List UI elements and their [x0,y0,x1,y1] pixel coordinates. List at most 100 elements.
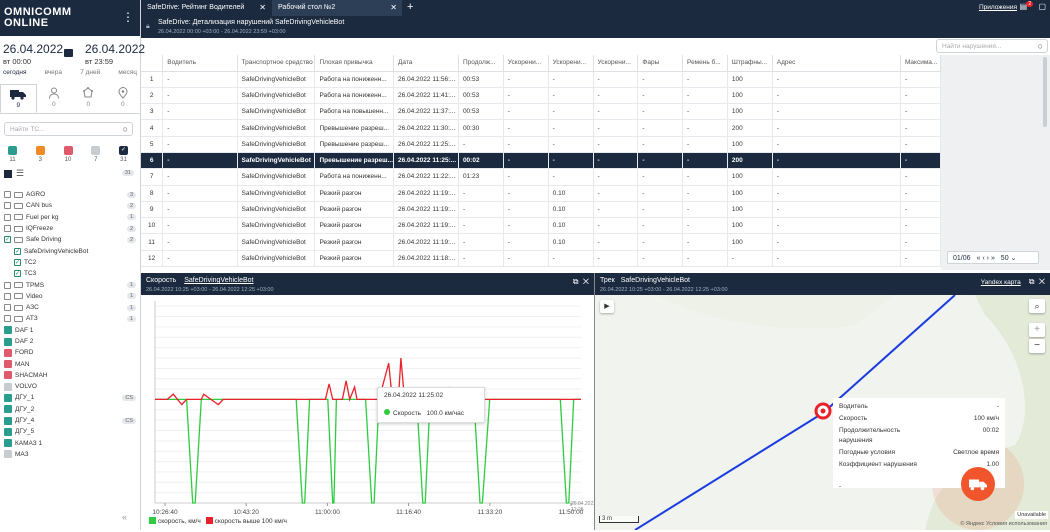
checkbox[interactable] [4,304,11,312]
close-icon[interactable]: ✕ [259,3,266,12]
apps-link[interactable]: Приложения [978,4,1017,11]
checkbox[interactable]: ✓ [4,236,11,244]
tree-item[interactable]: Fuel per kg 1 [4,212,136,223]
color-filter-orange[interactable]: 3 [35,146,45,163]
calendar-icon[interactable] [64,49,73,57]
tab-drivers[interactable]: 0 [37,84,72,113]
prev-page-icon[interactable]: ‹ [982,255,985,262]
tab-vehicles[interactable]: 9 [0,84,37,113]
tree-item[interactable]: ✓ TC3 [4,268,136,279]
tree-item[interactable]: ДГУ_2 [4,404,136,415]
period-7days[interactable]: 7 дней [80,69,101,76]
table-row[interactable]: 2- SafeDrivingVehicleBot Работа на понижен… [141,87,941,105]
last-page-icon[interactable]: » [990,255,995,262]
tree-item[interactable]: VOLVO [4,381,136,392]
date-from[interactable]: 26.04.2022 вт 00:00 [3,42,63,66]
expand-icon[interactable]: ⧉ [1028,277,1035,286]
tree-item[interactable]: КАМАЗ 1 [4,438,136,449]
tree-item[interactable]: Video 1 [4,291,136,302]
track-map[interactable]: ▶ ⌕ + − Водитель - Скорость 100 км/ч Продолж… [595,295,1050,530]
column-header[interactable]: Максима... [900,55,941,72]
tree-item[interactable]: MAN [4,358,136,369]
checkbox[interactable]: ✓ [14,247,21,255]
tab-locations[interactable]: 0 [106,84,141,113]
play-icon[interactable]: ▶ [600,300,614,313]
color-filter-all[interactable]: ✓ 31 [119,146,128,163]
tree-item[interactable]: ✓ Safe Driving 2 [4,234,136,245]
map-terms-link[interactable]: © Яндекс Условия использования [960,521,1047,527]
notifications-icon[interactable]: ▤ [1019,2,1028,11]
checkbox[interactable] [4,292,11,300]
tree-item[interactable]: FORD [4,347,136,358]
column-header[interactable]: Ремень б... [682,55,728,72]
column-header[interactable]: Штрафны... [727,55,773,72]
column-header[interactable]: Ускорени... [503,55,549,72]
close-icon[interactable]: ✕ [582,277,589,286]
table-row[interactable]: 3- SafeDrivingVehicleBot Работа на повышен… [141,103,941,121]
table-row[interactable]: 6- SafeDrivingVehicleBot Превышение разреш… [141,152,941,170]
tree-item[interactable]: ✓ TC2 [4,257,136,268]
column-header[interactable]: Адрес [772,55,901,72]
close-icon[interactable]: ✕ [390,3,397,12]
table-row[interactable]: 1- SafeDrivingVehicleBot Работа на понижен… [141,71,941,88]
tree-item[interactable]: TPMS 1 [4,279,136,290]
map-provider-link[interactable]: Yandex карта [980,279,1021,286]
tree-item[interactable]: ДГУ_4 CS [4,415,136,426]
column-header[interactable]: Ускорени... [593,55,639,72]
checkbox[interactable] [4,281,11,289]
checkbox[interactable] [4,315,11,323]
checkbox[interactable] [4,202,11,210]
tab-desktop-2[interactable]: Рабочий стол №2 ✕ [272,0,402,16]
tree-item[interactable]: МАЗ [4,449,136,460]
checkbox[interactable] [4,191,11,199]
date-to[interactable]: 26.04.2022 вт 23:59 [85,42,145,66]
column-header[interactable]: Транспортное средство [237,55,316,72]
column-header[interactable]: Водитель [162,55,238,72]
column-header[interactable]: Фары [637,55,684,72]
zoom-out-icon[interactable]: − [1029,339,1045,353]
table-row[interactable]: 4- SafeDrivingVehicleBot Превышение разреш… [141,119,941,137]
speed-chart[interactable]: 10:26:40 10:43:20 11:00:00 11:16:40 11:33:20… [141,295,594,530]
table-row[interactable]: 7- SafeDrivingVehicleBot Работа на понижен… [141,168,941,186]
violations-search-input[interactable]: Найти нарушения... ○ [936,39,1048,53]
first-page-icon[interactable]: « [976,255,981,262]
more-menu-icon[interactable]: ⋮ [122,10,134,24]
tree-item[interactable]: IQFreeze 2 [4,223,136,234]
checkbox[interactable]: ✓ [14,258,21,266]
tree-item[interactable]: ДГУ_5 [4,426,136,437]
page-size-select[interactable]: 50 [1000,255,1009,262]
table-row[interactable]: 8- SafeDrivingVehicleBot Резкий разгон 26.0… [141,185,941,202]
table-row[interactable]: 12- SafeDrivingVehicleBot Резкий разгон 26.… [141,250,941,268]
period-month[interactable]: месяц [118,69,137,76]
color-filter-red[interactable]: 10 [63,146,73,163]
checkbox[interactable] [4,225,11,233]
chevron-down-icon[interactable]: ⌄ [1010,255,1017,262]
vehicle-fab-truck-icon[interactable] [961,467,995,501]
table-scrollbar[interactable] [1043,57,1047,127]
vehicle-search-input[interactable]: Найти ТС... ○ [4,122,133,136]
tree-item[interactable]: DAF 1 [4,325,136,336]
lock-icon[interactable]: 🔒︎ [146,23,150,30]
tree-item[interactable]: АЗС 1 [4,302,136,313]
tree-item[interactable]: ДГУ_1 CS [4,392,136,403]
legend-speed[interactable]: скорость, км/ч [158,518,201,525]
tree-item[interactable]: AGRO 3 [4,189,136,200]
list-view-icon[interactable]: ☰ [16,168,25,178]
tab-geofences[interactable]: 0 [71,84,106,113]
tree-item[interactable]: DAF 2 [4,336,136,347]
user-menu-icon[interactable]: ▢ [1038,2,1046,11]
search-icon[interactable]: ○ [1037,41,1043,51]
add-tab-icon[interactable]: + [407,1,414,13]
table-row[interactable]: 9- SafeDrivingVehicleBot Резкий разгон 26.0… [141,201,941,219]
close-icon[interactable]: ✕ [1038,277,1045,286]
search-icon[interactable]: ○ [122,124,128,134]
legend-over[interactable]: скорость выше 100 км/ч [214,518,287,525]
column-header[interactable] [141,55,164,72]
tree-item[interactable]: SHACMAH [4,370,136,381]
zoom-in-icon[interactable]: + [1029,323,1045,337]
table-row[interactable]: 11- SafeDrivingVehicleBot Резкий разгон 26.… [141,233,941,251]
column-header[interactable]: Плохая привычка [314,55,394,72]
column-header[interactable]: Дата [393,55,459,72]
tree-item[interactable]: CAN bus 2 [4,200,136,211]
checkbox[interactable]: ✓ [14,270,21,278]
